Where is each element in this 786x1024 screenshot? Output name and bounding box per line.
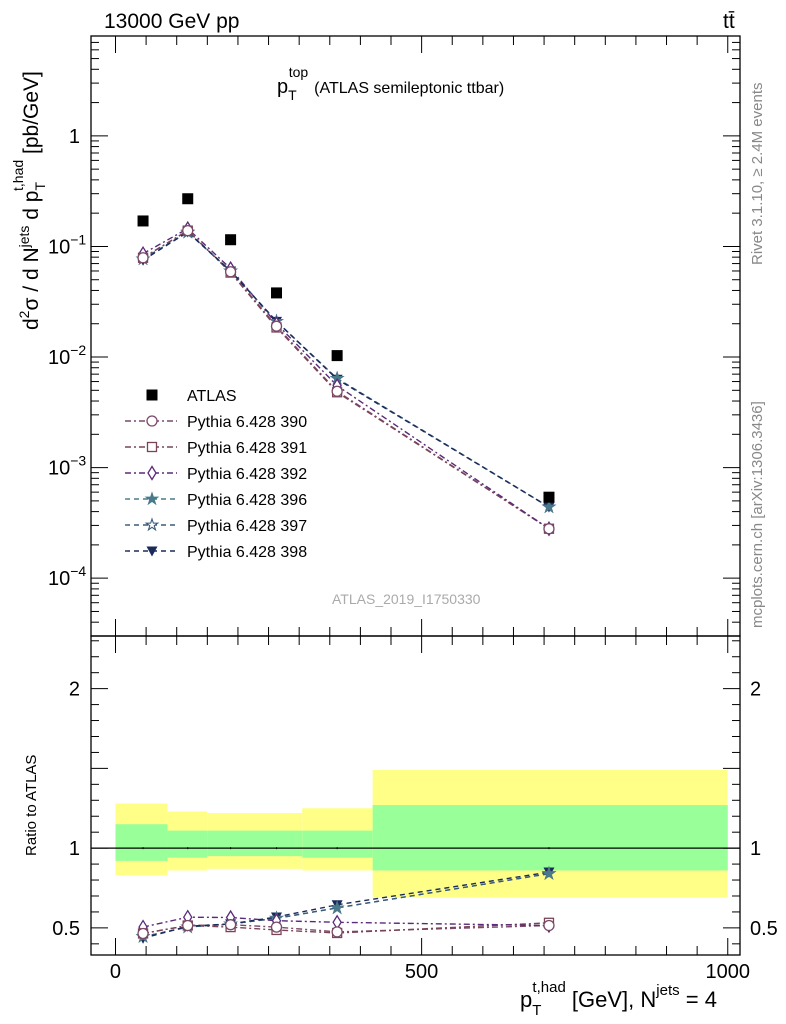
series-line-6	[142, 231, 550, 508]
ratio-point	[270, 921, 283, 933]
mc-point	[270, 320, 283, 332]
ratio-point	[541, 865, 557, 880]
x-tick-label: 500	[405, 961, 438, 983]
band-inner	[115, 824, 168, 861]
ratio-y-tick-label: 0.5	[52, 918, 80, 940]
plot-title-p: p	[277, 76, 288, 98]
legend-label: Pythia 6.428 398	[187, 544, 307, 561]
legend-marker	[147, 465, 157, 481]
band-inner	[167, 830, 208, 858]
mc-point	[541, 499, 557, 514]
legend-marker	[144, 517, 160, 532]
y-tick-label: 10−2	[48, 342, 86, 369]
ratio-line-1	[142, 922, 550, 935]
ratio-point	[543, 919, 555, 932]
ratio-y-tick-label-right: 0.5	[750, 918, 778, 940]
y-tick-label: 10−3	[48, 453, 86, 480]
mcplots-label: mcplots.cern.ch [arXiv:1306.3436]	[749, 401, 766, 628]
energy-label: 13000 GeV pp	[104, 10, 239, 33]
band-inner	[372, 805, 728, 871]
main-series-lines	[142, 227, 550, 530]
ratio-line-2	[142, 916, 550, 928]
data-point	[331, 350, 343, 362]
ratio-point	[329, 900, 345, 915]
band-inner	[302, 830, 373, 858]
series-line-1	[142, 229, 550, 530]
legend-marker	[146, 441, 158, 453]
ratio-series-markers	[135, 865, 557, 944]
ratio-point	[137, 927, 149, 940]
plot-title-sub: T	[288, 87, 297, 103]
x-axis-label: pTt,had [GeV], Njets = 4	[520, 979, 717, 1019]
data-point	[182, 193, 194, 205]
ratio-line-5	[142, 871, 550, 939]
ratio-frame	[90, 635, 741, 956]
x-tick-label: 1000	[706, 961, 751, 983]
plot-title: pTtop (ATLAS semileptonic ttbar)	[277, 64, 504, 103]
legend-marker	[146, 546, 158, 557]
legend-marker	[146, 415, 158, 427]
plot-title-sup: top	[289, 64, 309, 80]
ratio-uncertainty-bands	[91, 769, 740, 898]
data-point	[225, 234, 237, 246]
ratio-point	[224, 919, 237, 931]
main-panel-axes: 1 10−1 10−2 10−3 10−4	[48, 35, 741, 637]
y-tick-label: 10−1	[48, 231, 86, 258]
mc-point	[224, 266, 237, 278]
rivet-version-label: Rivet 3.1.10, ≥ 2.4M events	[749, 83, 766, 266]
ratio-y-tick-label-right: 1	[750, 838, 761, 860]
mc-point	[331, 385, 343, 397]
legend-label: Pythia 6.428 392	[187, 466, 307, 483]
legend-marker	[146, 389, 158, 401]
mc-point	[137, 252, 149, 264]
series-line-3	[142, 227, 550, 530]
data-point	[271, 287, 283, 299]
process-label: tt̄	[723, 10, 735, 33]
analysis-watermark: ATLAS_2019_I1750330	[332, 591, 481, 607]
ratio-point	[182, 919, 194, 932]
legend-label: Pythia 6.428 397	[187, 518, 307, 535]
x-tick-label: 0	[110, 961, 121, 983]
y-tick-label: 1	[69, 126, 80, 148]
legend-marker	[144, 491, 160, 506]
legend-label: Pythia 6.428 396	[187, 492, 307, 509]
data-point	[137, 215, 149, 227]
series-line-2	[142, 229, 550, 530]
mc-point	[543, 523, 555, 535]
legend-label: Pythia 6.428 390	[187, 414, 307, 431]
main-series-markers	[135, 193, 557, 537]
data-point	[543, 491, 555, 503]
ratio-point	[331, 926, 343, 938]
legend-label: ATLAS	[187, 388, 237, 405]
ratio-y-tick-label: 2	[69, 679, 80, 701]
mc-point	[182, 224, 194, 237]
legend-label: Pythia 6.428 391	[187, 440, 307, 457]
band-inner	[207, 830, 303, 857]
ratio-y-tick-label: 1	[69, 838, 80, 860]
ratio-series-lines	[142, 871, 550, 939]
y-tick-label: 10−4	[48, 563, 86, 590]
ratio-y-axis-label: Ratio to ATLAS	[23, 755, 40, 856]
ratio-panel-axes: 0.5 0.5 1 1 2 2 0 500 1000	[52, 635, 778, 983]
plot-title-rest: (ATLAS semileptonic ttbar)	[314, 80, 504, 97]
main-y-axis-label: d2σ / d Njets d pTt,had [pb/GeV]	[10, 71, 48, 330]
ratio-y-tick-label-right: 2	[750, 679, 761, 701]
legend: ATLAS Pythia 6.428 390 Pythia 6.428 391 Pyt…	[125, 388, 307, 561]
